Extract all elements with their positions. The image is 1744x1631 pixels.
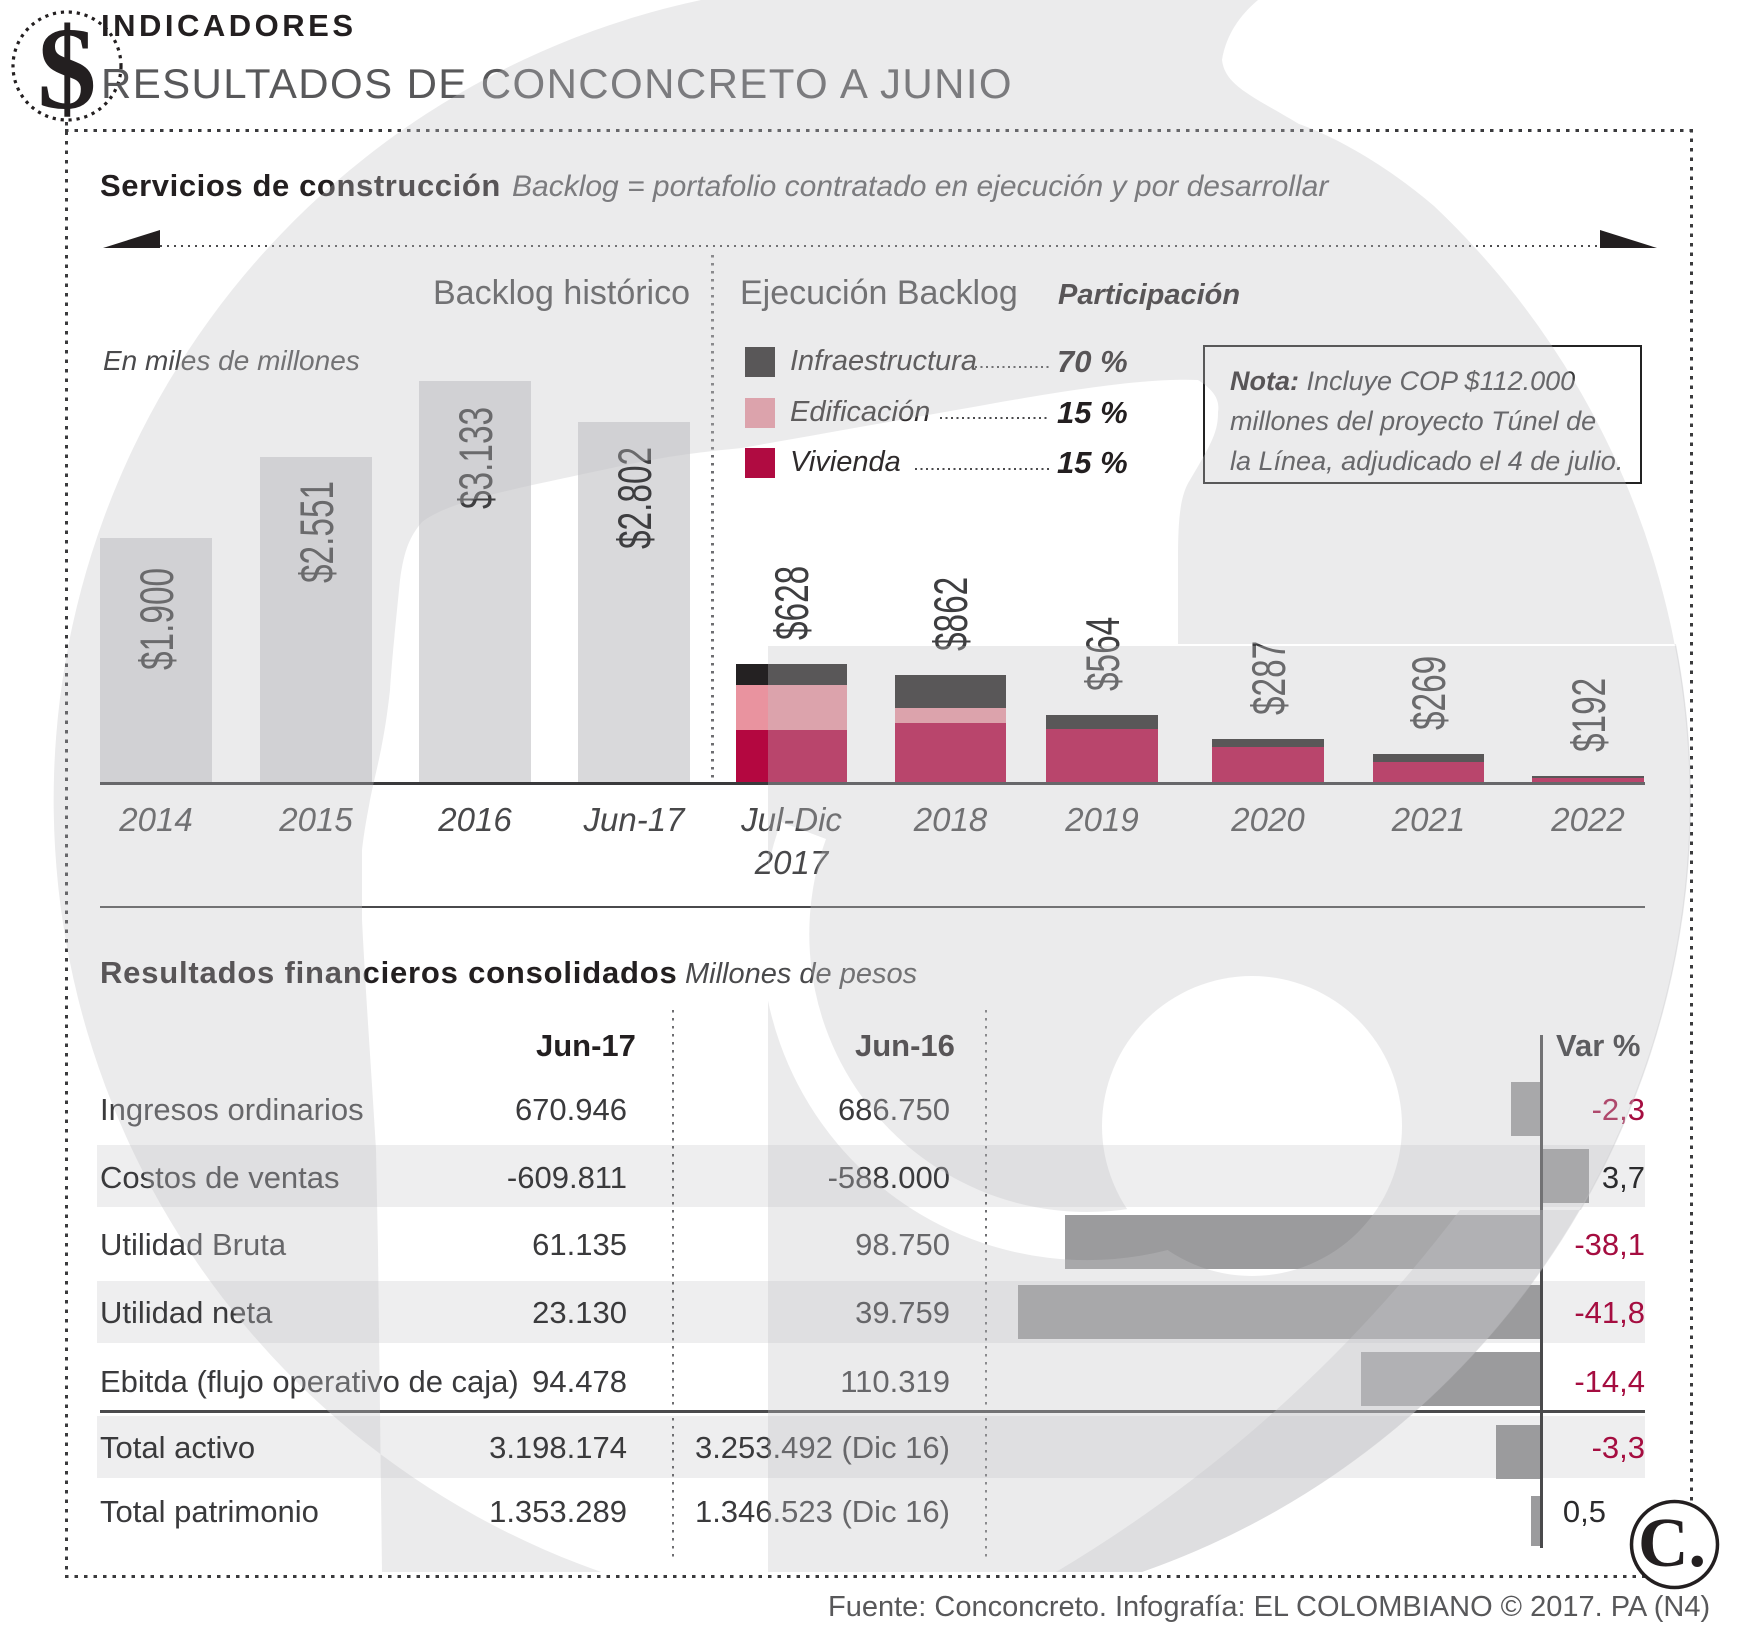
svg-text:C.: C.	[1638, 1505, 1706, 1582]
svg-text:$: $	[38, 8, 97, 126]
